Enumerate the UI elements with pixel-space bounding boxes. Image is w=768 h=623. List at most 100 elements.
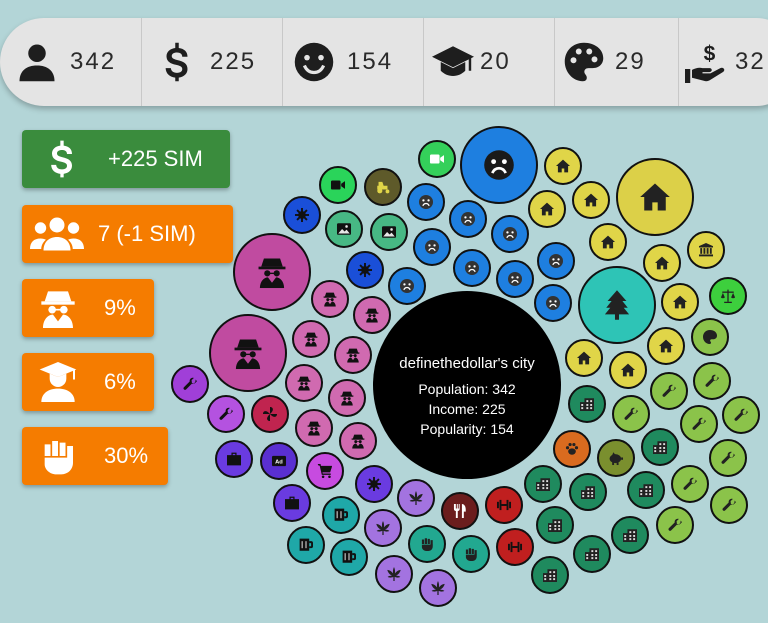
building-bubble[interactable] <box>322 496 360 534</box>
building-bubble[interactable] <box>207 395 245 433</box>
building-bubble[interactable] <box>251 395 289 433</box>
building-bubble[interactable] <box>453 249 491 287</box>
building-bubble[interactable] <box>306 452 344 490</box>
building-bubble[interactable] <box>544 147 582 185</box>
building-bubble[interactable] <box>370 213 408 251</box>
building-bubble[interactable] <box>364 509 402 547</box>
building-bubble[interactable] <box>233 233 311 311</box>
stat-popularity[interactable]: 154 <box>283 18 424 106</box>
building-bubble[interactable] <box>691 318 729 356</box>
building-bubble[interactable] <box>330 538 368 576</box>
building-bubble[interactable] <box>680 405 718 443</box>
sad-icon <box>399 278 415 294</box>
building-bubble[interactable] <box>647 327 685 365</box>
building-bubble[interactable] <box>375 555 413 593</box>
building-bubble[interactable] <box>616 158 694 236</box>
building-bubble[interactable] <box>671 465 709 503</box>
building-bubble[interactable] <box>287 526 325 564</box>
building-bubble[interactable] <box>273 484 311 522</box>
building-bubble[interactable] <box>589 223 627 261</box>
building-bubble[interactable] <box>496 260 534 298</box>
building-bubble[interactable] <box>295 409 333 447</box>
building-bubble[interactable] <box>260 442 298 480</box>
building-bubble[interactable] <box>452 535 490 573</box>
building-bubble[interactable] <box>328 379 366 417</box>
crime-button[interactable]: 9% <box>22 279 154 337</box>
building-bubble[interactable] <box>578 266 656 344</box>
building-bubble[interactable] <box>553 430 591 468</box>
building-bubble[interactable] <box>292 320 330 358</box>
sad-icon <box>482 148 516 182</box>
building-bubble[interactable] <box>534 284 572 322</box>
building-bubble[interactable] <box>612 395 650 433</box>
stat-income[interactable]: 225 <box>142 18 283 106</box>
building-bubble[interactable] <box>536 506 574 544</box>
building-bubble[interactable] <box>171 365 209 403</box>
building-bubble[interactable] <box>524 465 562 503</box>
building-bubble[interactable] <box>353 296 391 334</box>
building-bubble[interactable] <box>408 525 446 563</box>
city-summary[interactable]: definethedollar's city Population: 342 I… <box>373 291 561 479</box>
stats-bar: 342 225 154 20 29 $ 32 <box>0 18 768 106</box>
income-button[interactable]: +225 SIM <box>22 130 230 188</box>
building-bubble[interactable] <box>709 277 747 315</box>
building-bubble[interactable] <box>485 486 523 524</box>
stat-tax[interactable]: $ 32 <box>679 18 768 106</box>
building-bubble[interactable] <box>650 372 688 410</box>
building-bubble[interactable] <box>627 471 665 509</box>
building-bubble[interactable] <box>346 251 384 289</box>
building-bubble[interactable] <box>339 422 377 460</box>
building-bubble[interactable] <box>491 215 529 253</box>
stat-culture[interactable]: 29 <box>555 18 679 106</box>
building-bubble[interactable] <box>397 479 435 517</box>
building-bubble[interactable] <box>687 231 725 269</box>
dollar-icon <box>165 42 188 82</box>
building-bubble[interactable] <box>661 283 699 321</box>
building-bubble[interactable] <box>283 196 321 234</box>
building-bubble[interactable] <box>441 492 479 530</box>
building-bubble[interactable] <box>334 336 372 374</box>
city-center[interactable] <box>373 291 561 479</box>
building-bubble[interactable] <box>693 362 731 400</box>
building-bubble[interactable] <box>355 465 393 503</box>
building-bubble[interactable] <box>722 396 760 434</box>
building-bubble[interactable] <box>568 385 606 423</box>
building-bubble[interactable] <box>460 126 538 204</box>
building-bubble[interactable] <box>528 190 566 228</box>
building-bubble[interactable] <box>449 200 487 238</box>
image-icon <box>336 223 352 235</box>
building-bubble[interactable] <box>710 486 748 524</box>
building-bubble[interactable] <box>641 428 679 466</box>
building-bubble[interactable] <box>531 556 569 594</box>
building-bubble[interactable] <box>418 140 456 178</box>
building-bubble[interactable] <box>215 440 253 478</box>
building-bubble[interactable] <box>325 210 363 248</box>
stat-population[interactable]: 342 <box>0 18 142 106</box>
stat-education[interactable]: 20 <box>424 18 555 106</box>
building-bubble[interactable] <box>537 242 575 280</box>
sad-icon <box>502 226 518 242</box>
building-bubble[interactable] <box>319 166 357 204</box>
building-bubble[interactable] <box>709 439 747 477</box>
building-bubble[interactable] <box>597 439 635 477</box>
building-bubble[interactable] <box>407 183 445 221</box>
building-bubble[interactable] <box>413 228 451 266</box>
building-bubble[interactable] <box>569 473 607 511</box>
building-bubble[interactable] <box>419 569 457 607</box>
building-bubble[interactable] <box>388 267 426 305</box>
building-bubble[interactable] <box>311 280 349 318</box>
building-bubble[interactable] <box>364 168 402 206</box>
building-bubble[interactable] <box>572 181 610 219</box>
unrest-button[interactable]: 30% <box>22 427 168 485</box>
building-bubble[interactable] <box>565 339 603 377</box>
building-bubble[interactable] <box>573 535 611 573</box>
building-bubble[interactable] <box>643 244 681 282</box>
workers-button[interactable]: 7 (-1 SIM) <box>22 205 233 263</box>
building-bubble[interactable] <box>611 516 649 554</box>
building-bubble[interactable] <box>609 351 647 389</box>
building-bubble[interactable] <box>209 314 287 392</box>
building-bubble[interactable] <box>496 528 534 566</box>
education-button[interactable]: 6% <box>22 353 154 411</box>
building-bubble[interactable] <box>285 364 323 402</box>
building-bubble[interactable] <box>656 506 694 544</box>
